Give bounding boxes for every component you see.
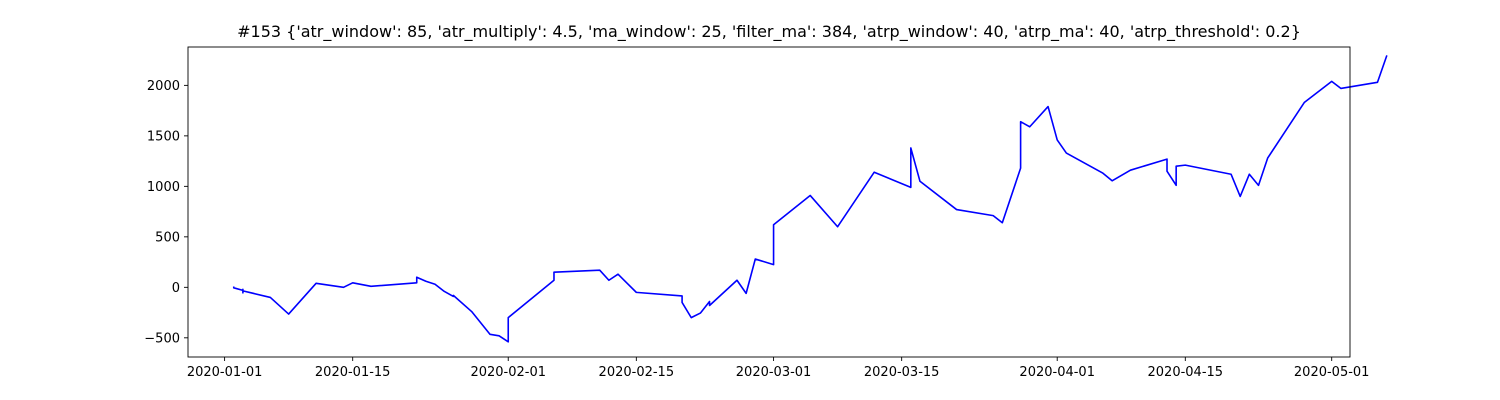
y-tick-label: 1000 bbox=[147, 180, 180, 195]
axes-layer: 2020-01-01 2020-01-15 2020-02-01 2020-02-15… bbox=[144, 46, 1370, 380]
series-line-1 bbox=[232, 55, 1388, 343]
chart-title: #153 {'atr_window': 85, 'atr_multiply': … bbox=[237, 22, 1301, 41]
x-tick-label: 2020-04-01 bbox=[1019, 365, 1095, 380]
y-tick-label: 1500 bbox=[147, 129, 180, 144]
series-layer bbox=[232, 55, 1388, 343]
x-tick-label: 2020-01-01 bbox=[187, 365, 263, 380]
y-tick-label: 2000 bbox=[147, 79, 180, 94]
x-tick-label: 2020-03-01 bbox=[736, 365, 812, 380]
x-tick-label: 2020-02-01 bbox=[470, 365, 546, 380]
x-tick-label: 2020-04-15 bbox=[1148, 365, 1224, 380]
x-tick-label: 2020-03-15 bbox=[864, 365, 940, 380]
plot-frame bbox=[187, 46, 1351, 358]
x-tick-label: 2020-02-15 bbox=[599, 365, 675, 380]
x-tick-label: 2020-01-15 bbox=[315, 365, 391, 380]
x-tick-label: 2020-05-01 bbox=[1294, 365, 1370, 380]
y-tick-label: 0 bbox=[172, 281, 180, 296]
y-tick-label: −500 bbox=[144, 331, 180, 346]
y-tick-label: 500 bbox=[155, 230, 180, 245]
